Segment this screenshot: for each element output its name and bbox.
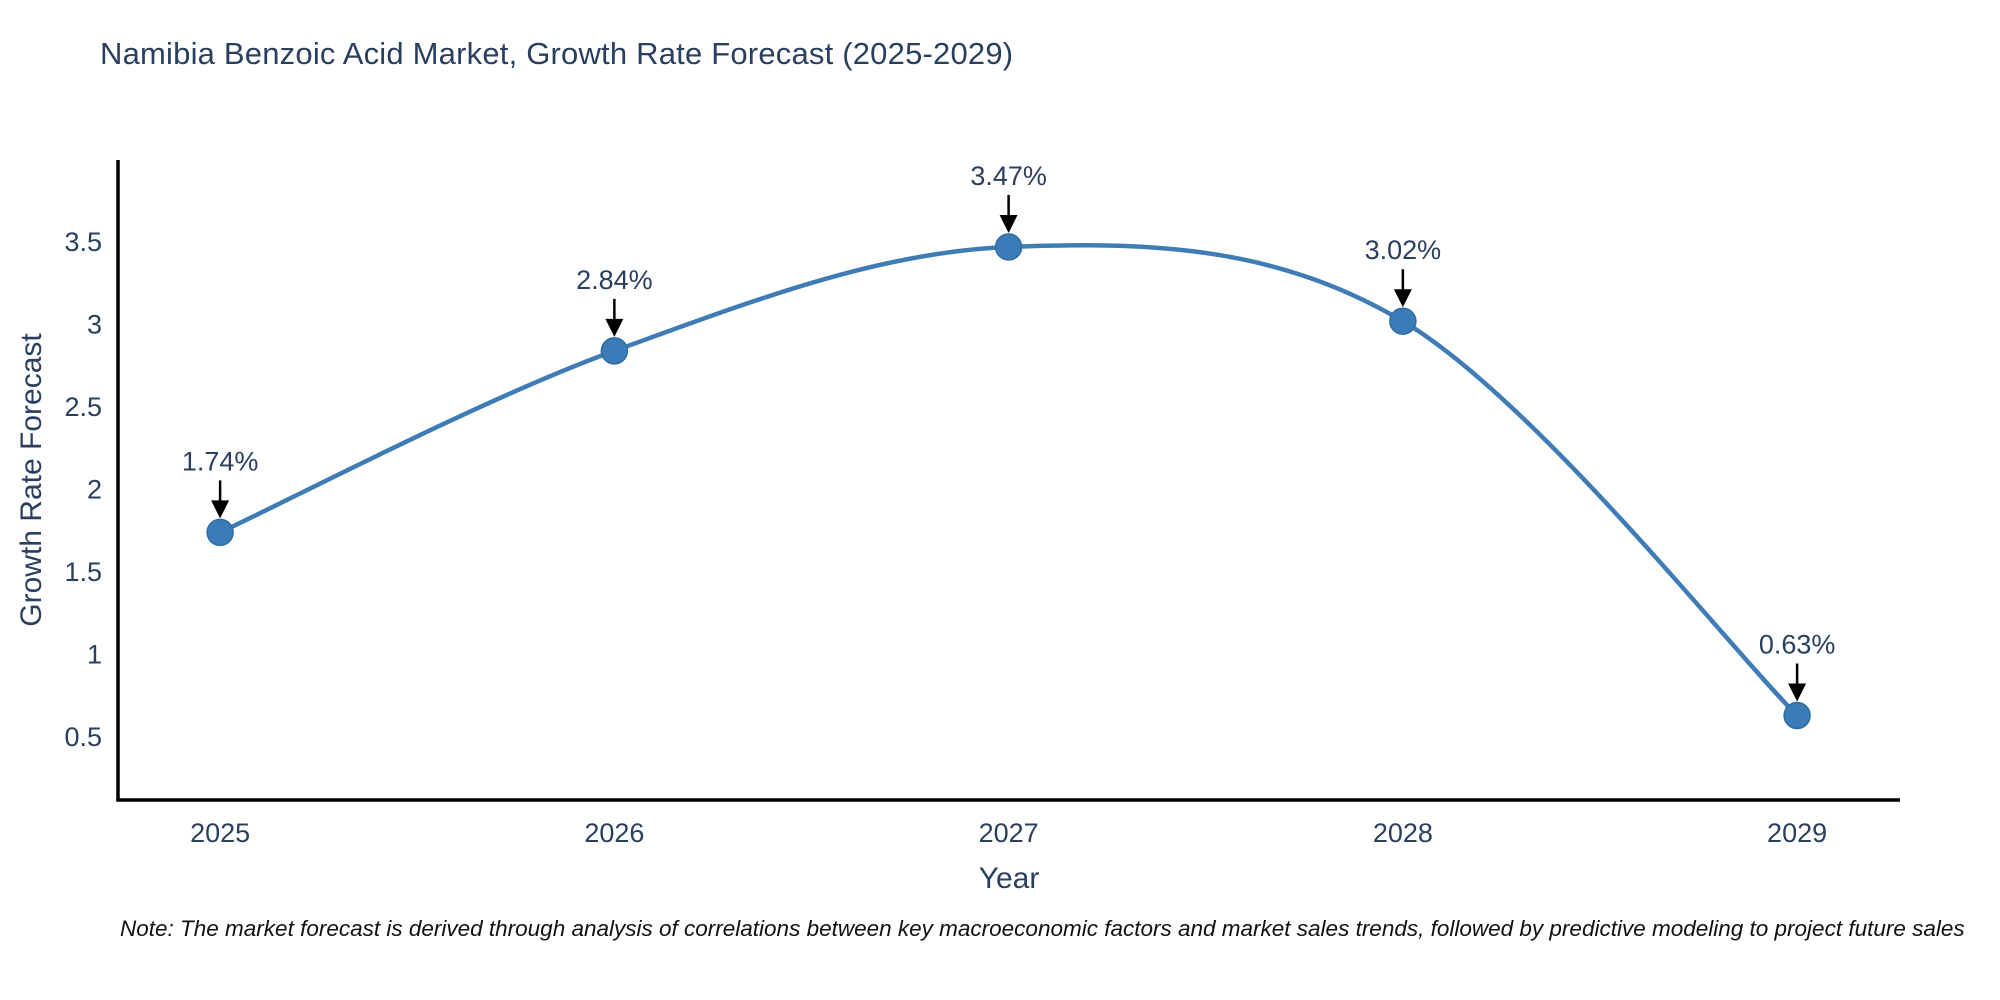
- annotation-arrowhead: [211, 500, 230, 519]
- data-point-marker: [600, 337, 629, 365]
- data-point-label: 0.63%: [1759, 630, 1836, 660]
- y-axis-title: Growth Rate Forecast: [15, 333, 48, 627]
- y-tick-label: 2: [87, 474, 102, 504]
- annotation-arrowhead: [1788, 683, 1807, 702]
- y-tick-label: 3: [87, 309, 102, 339]
- data-point-marker: [1783, 701, 1811, 730]
- annotation-arrowhead: [605, 318, 624, 337]
- data-point-marker: [994, 233, 1023, 261]
- data-point-marker: [206, 518, 234, 547]
- forecast-line: [217, 243, 1800, 718]
- x-axis-title: Year: [978, 862, 1040, 895]
- x-tick-label: 2025: [190, 818, 250, 848]
- x-tick-label: 2027: [979, 818, 1039, 848]
- y-tick-label: 0.5: [64, 722, 102, 752]
- footnote-text: Note: The market forecast is derived thr…: [120, 916, 1965, 941]
- x-tick-label: 2028: [1373, 818, 1433, 848]
- y-tick-label: 2.5: [64, 392, 102, 422]
- data-point-label: 2.84%: [576, 265, 653, 295]
- chart-title: Namibia Benzoic Acid Market, Growth Rate…: [100, 36, 1014, 71]
- data-point-marker: [1389, 307, 1417, 335]
- x-tick-label: 2026: [584, 818, 644, 848]
- y-tick-label: 1.5: [64, 557, 102, 587]
- x-tick-label: 2029: [1767, 818, 1827, 848]
- annotation-arrowhead: [1393, 289, 1412, 308]
- y-tick-label: 1: [87, 639, 102, 669]
- data-point-label: 3.02%: [1365, 235, 1442, 265]
- data-point-label: 1.74%: [182, 446, 259, 476]
- annotation-arrowhead: [999, 214, 1018, 233]
- y-tick-label: 3.5: [64, 227, 102, 257]
- data-point-label: 3.47%: [970, 161, 1047, 191]
